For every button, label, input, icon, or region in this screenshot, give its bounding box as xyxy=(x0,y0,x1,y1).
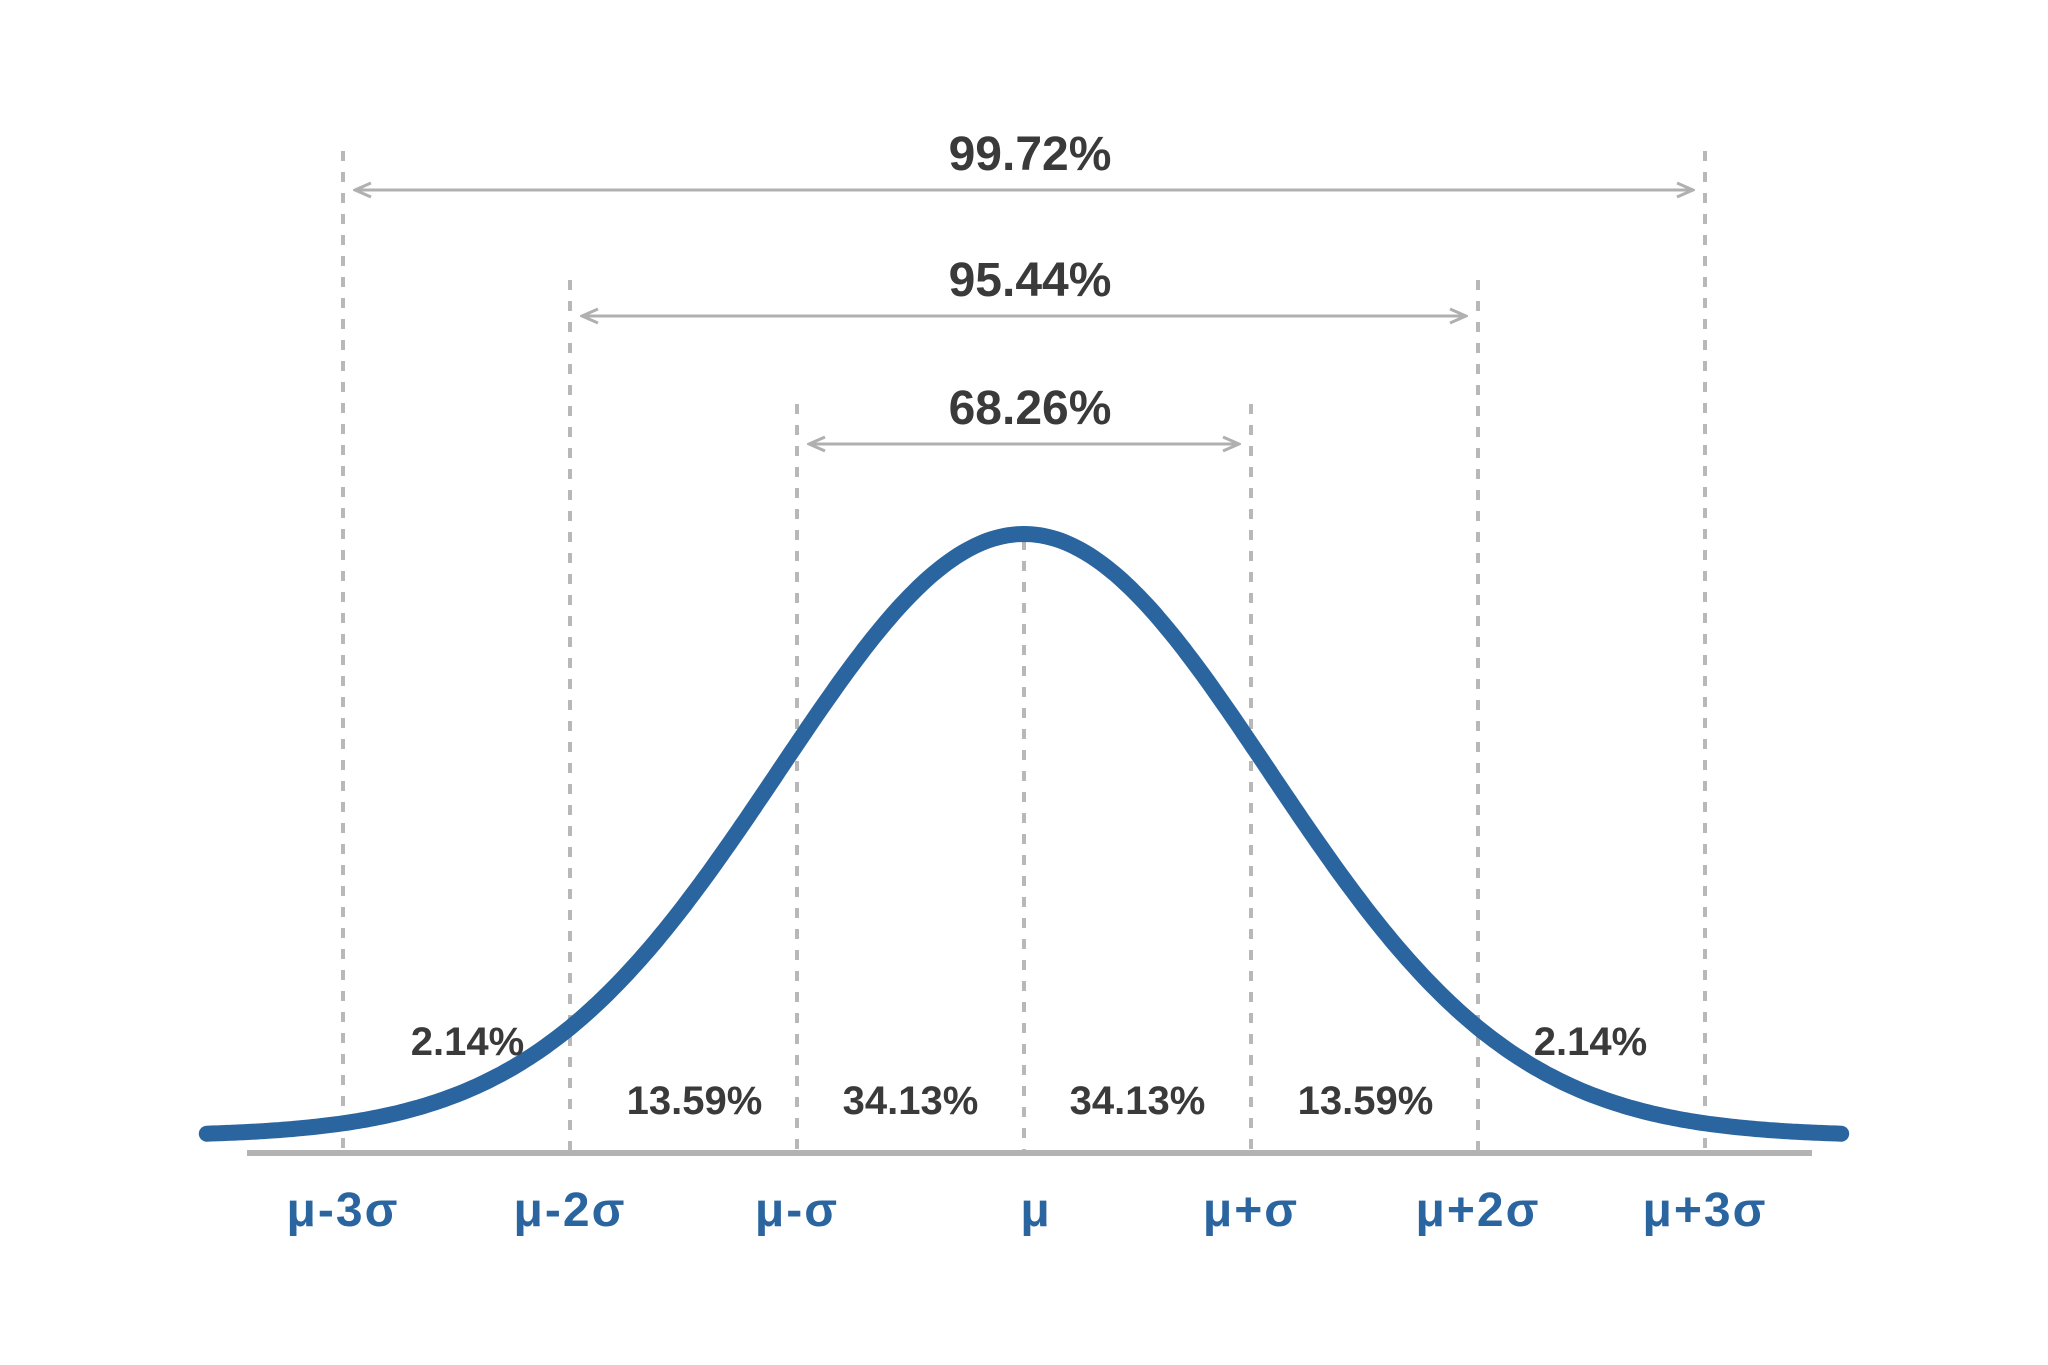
bell-curve xyxy=(198,525,1850,1142)
range-label: 68.26% xyxy=(949,382,1112,435)
region-label: 34.13% xyxy=(843,1079,979,1123)
region-label: 13.59% xyxy=(1298,1079,1434,1123)
x-tick-label: μ+2σ xyxy=(1416,1184,1541,1237)
x-tick-label: μ-3σ xyxy=(287,1184,400,1237)
region-label: 34.13% xyxy=(1070,1079,1206,1123)
x-tick-label: μ-σ xyxy=(755,1184,839,1237)
range-label: 99.72% xyxy=(949,128,1112,181)
region-label: 2.14% xyxy=(411,1020,524,1064)
region-label: 2.14% xyxy=(1534,1020,1647,1064)
x-tick-label: μ+σ xyxy=(1203,1184,1299,1237)
x-tick-label: μ-2σ xyxy=(514,1184,627,1237)
region-label: 13.59% xyxy=(627,1079,763,1123)
range-label: 95.44% xyxy=(949,254,1112,307)
x-tick-label: μ xyxy=(1020,1184,1051,1237)
x-tick-label: μ+3σ xyxy=(1643,1184,1768,1237)
